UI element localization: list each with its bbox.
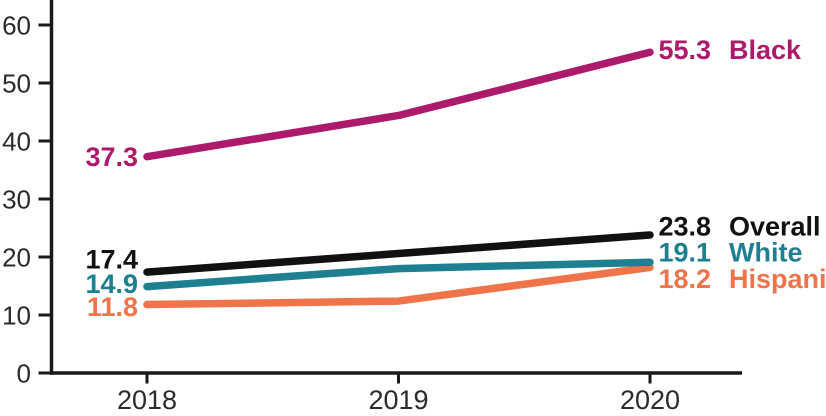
series-line-hispanic <box>143 263 654 309</box>
y-axis-tick-label: 30 <box>2 185 31 215</box>
series-line-overall <box>143 231 654 276</box>
series-name-label-overall: Overall <box>729 211 821 241</box>
series-end-value-hispanic: 18.2 <box>658 264 711 294</box>
y-axis-tick-label: 60 <box>2 11 31 41</box>
y-axis-tick-label: 20 <box>2 243 31 273</box>
series-name-label-hispanic: Hispanic <box>729 264 826 294</box>
series-start-value-white: 14.9 <box>85 269 138 299</box>
series-line-black <box>143 48 654 161</box>
series-line-white <box>143 258 654 291</box>
x-axis-tick-label: 2019 <box>368 385 428 415</box>
series-end-value-white: 19.1 <box>658 238 711 268</box>
x-axis-tick-label: 2018 <box>117 385 177 415</box>
series-name-label-white: White <box>729 238 803 268</box>
y-axis-tick-label: 10 <box>2 301 31 331</box>
series-start-value-black: 37.3 <box>85 142 138 172</box>
y-axis-tick-label: 40 <box>2 127 31 157</box>
series-end-value-overall: 23.8 <box>658 211 711 241</box>
series-start-value-hispanic: 11.8 <box>87 292 138 322</box>
series-name-label-black: Black <box>729 35 802 65</box>
x-axis-tick-label: 2020 <box>620 385 680 415</box>
y-axis-tick-label: 0 <box>17 359 31 389</box>
series-start-value-overall: 17.4 <box>85 245 138 275</box>
series-end-value-black: 55.3 <box>658 35 711 65</box>
y-axis-tick-label: 50 <box>2 69 31 99</box>
